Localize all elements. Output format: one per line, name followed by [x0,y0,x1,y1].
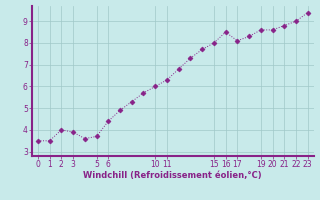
X-axis label: Windchill (Refroidissement éolien,°C): Windchill (Refroidissement éolien,°C) [84,171,262,180]
